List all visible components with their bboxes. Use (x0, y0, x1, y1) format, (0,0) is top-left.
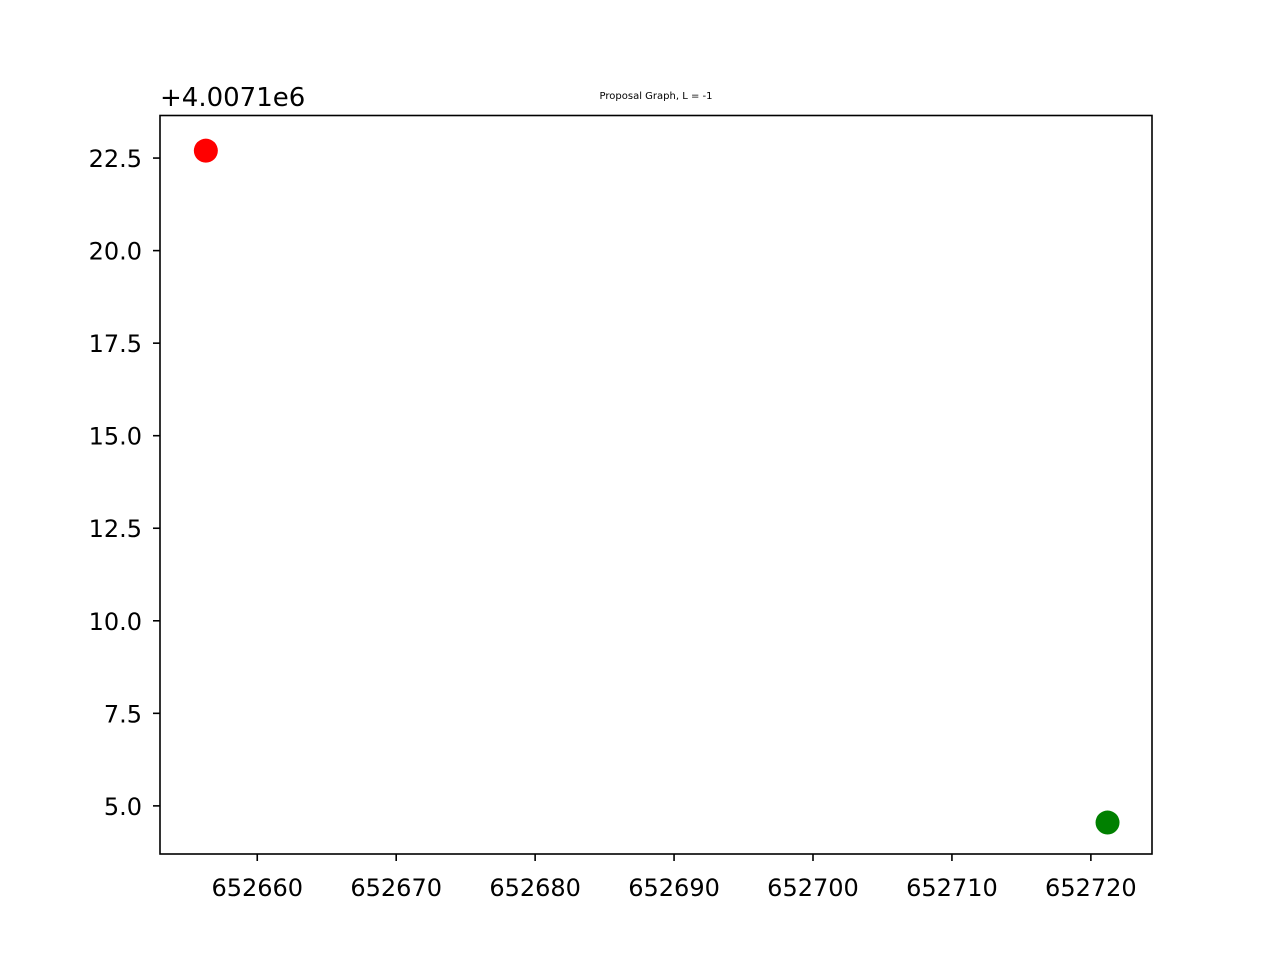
x-tick-label: 652720 (1045, 874, 1137, 902)
x-tick-label: 652670 (350, 874, 442, 902)
y-axis-ticks: 5.0 7.5 10.0 12.5 15.0 17.5 20.0 22.5 (89, 145, 160, 821)
x-tick-label: 652710 (906, 874, 998, 902)
y-tick-label: 5.0 (104, 793, 142, 821)
y-axis-offset-label: +4.0071e6 (160, 83, 305, 113)
y-tick-label: 22.5 (89, 145, 142, 173)
x-tick-label: 652680 (489, 874, 581, 902)
x-axis-ticks: 652660 652670 652680 652690 652700 652710 6527… (211, 854, 1137, 902)
y-tick-label: 7.5 (104, 700, 142, 728)
plot-area-frame (159, 114, 1153, 855)
x-tick-label: 652660 (211, 874, 303, 902)
y-tick-label: 15.0 (89, 423, 142, 451)
y-tick-label: 20.0 (89, 238, 142, 266)
data-points (193, 138, 1120, 835)
x-tick-label: 652700 (767, 874, 859, 902)
chart-title: Proposal Graph, L = -1 (600, 91, 713, 102)
y-tick-label: 12.5 (89, 515, 142, 543)
y-tick-label: 10.0 (89, 608, 142, 636)
x-tick-label: 652690 (628, 874, 720, 902)
data-point (1095, 810, 1120, 835)
y-tick-label: 17.5 (89, 330, 142, 358)
data-point (193, 138, 218, 163)
